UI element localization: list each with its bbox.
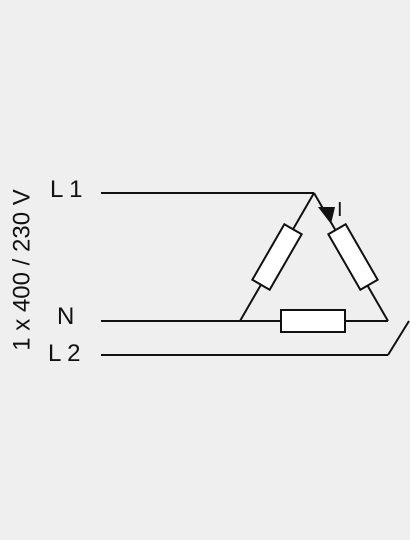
right-resistor — [326, 222, 380, 292]
left-resistor — [250, 222, 304, 292]
current-label: I — [337, 199, 343, 221]
bottom-resistor — [280, 309, 346, 333]
current-arrow-icon — [318, 207, 335, 224]
neutral-label: N — [57, 303, 74, 330]
line-l2-label: L 2 — [48, 340, 80, 367]
supply-voltage-label: 1 x 400 / 230 V — [8, 189, 35, 350]
line-l1-label: L 1 — [50, 176, 82, 203]
l2-riser-wire — [387, 320, 410, 356]
